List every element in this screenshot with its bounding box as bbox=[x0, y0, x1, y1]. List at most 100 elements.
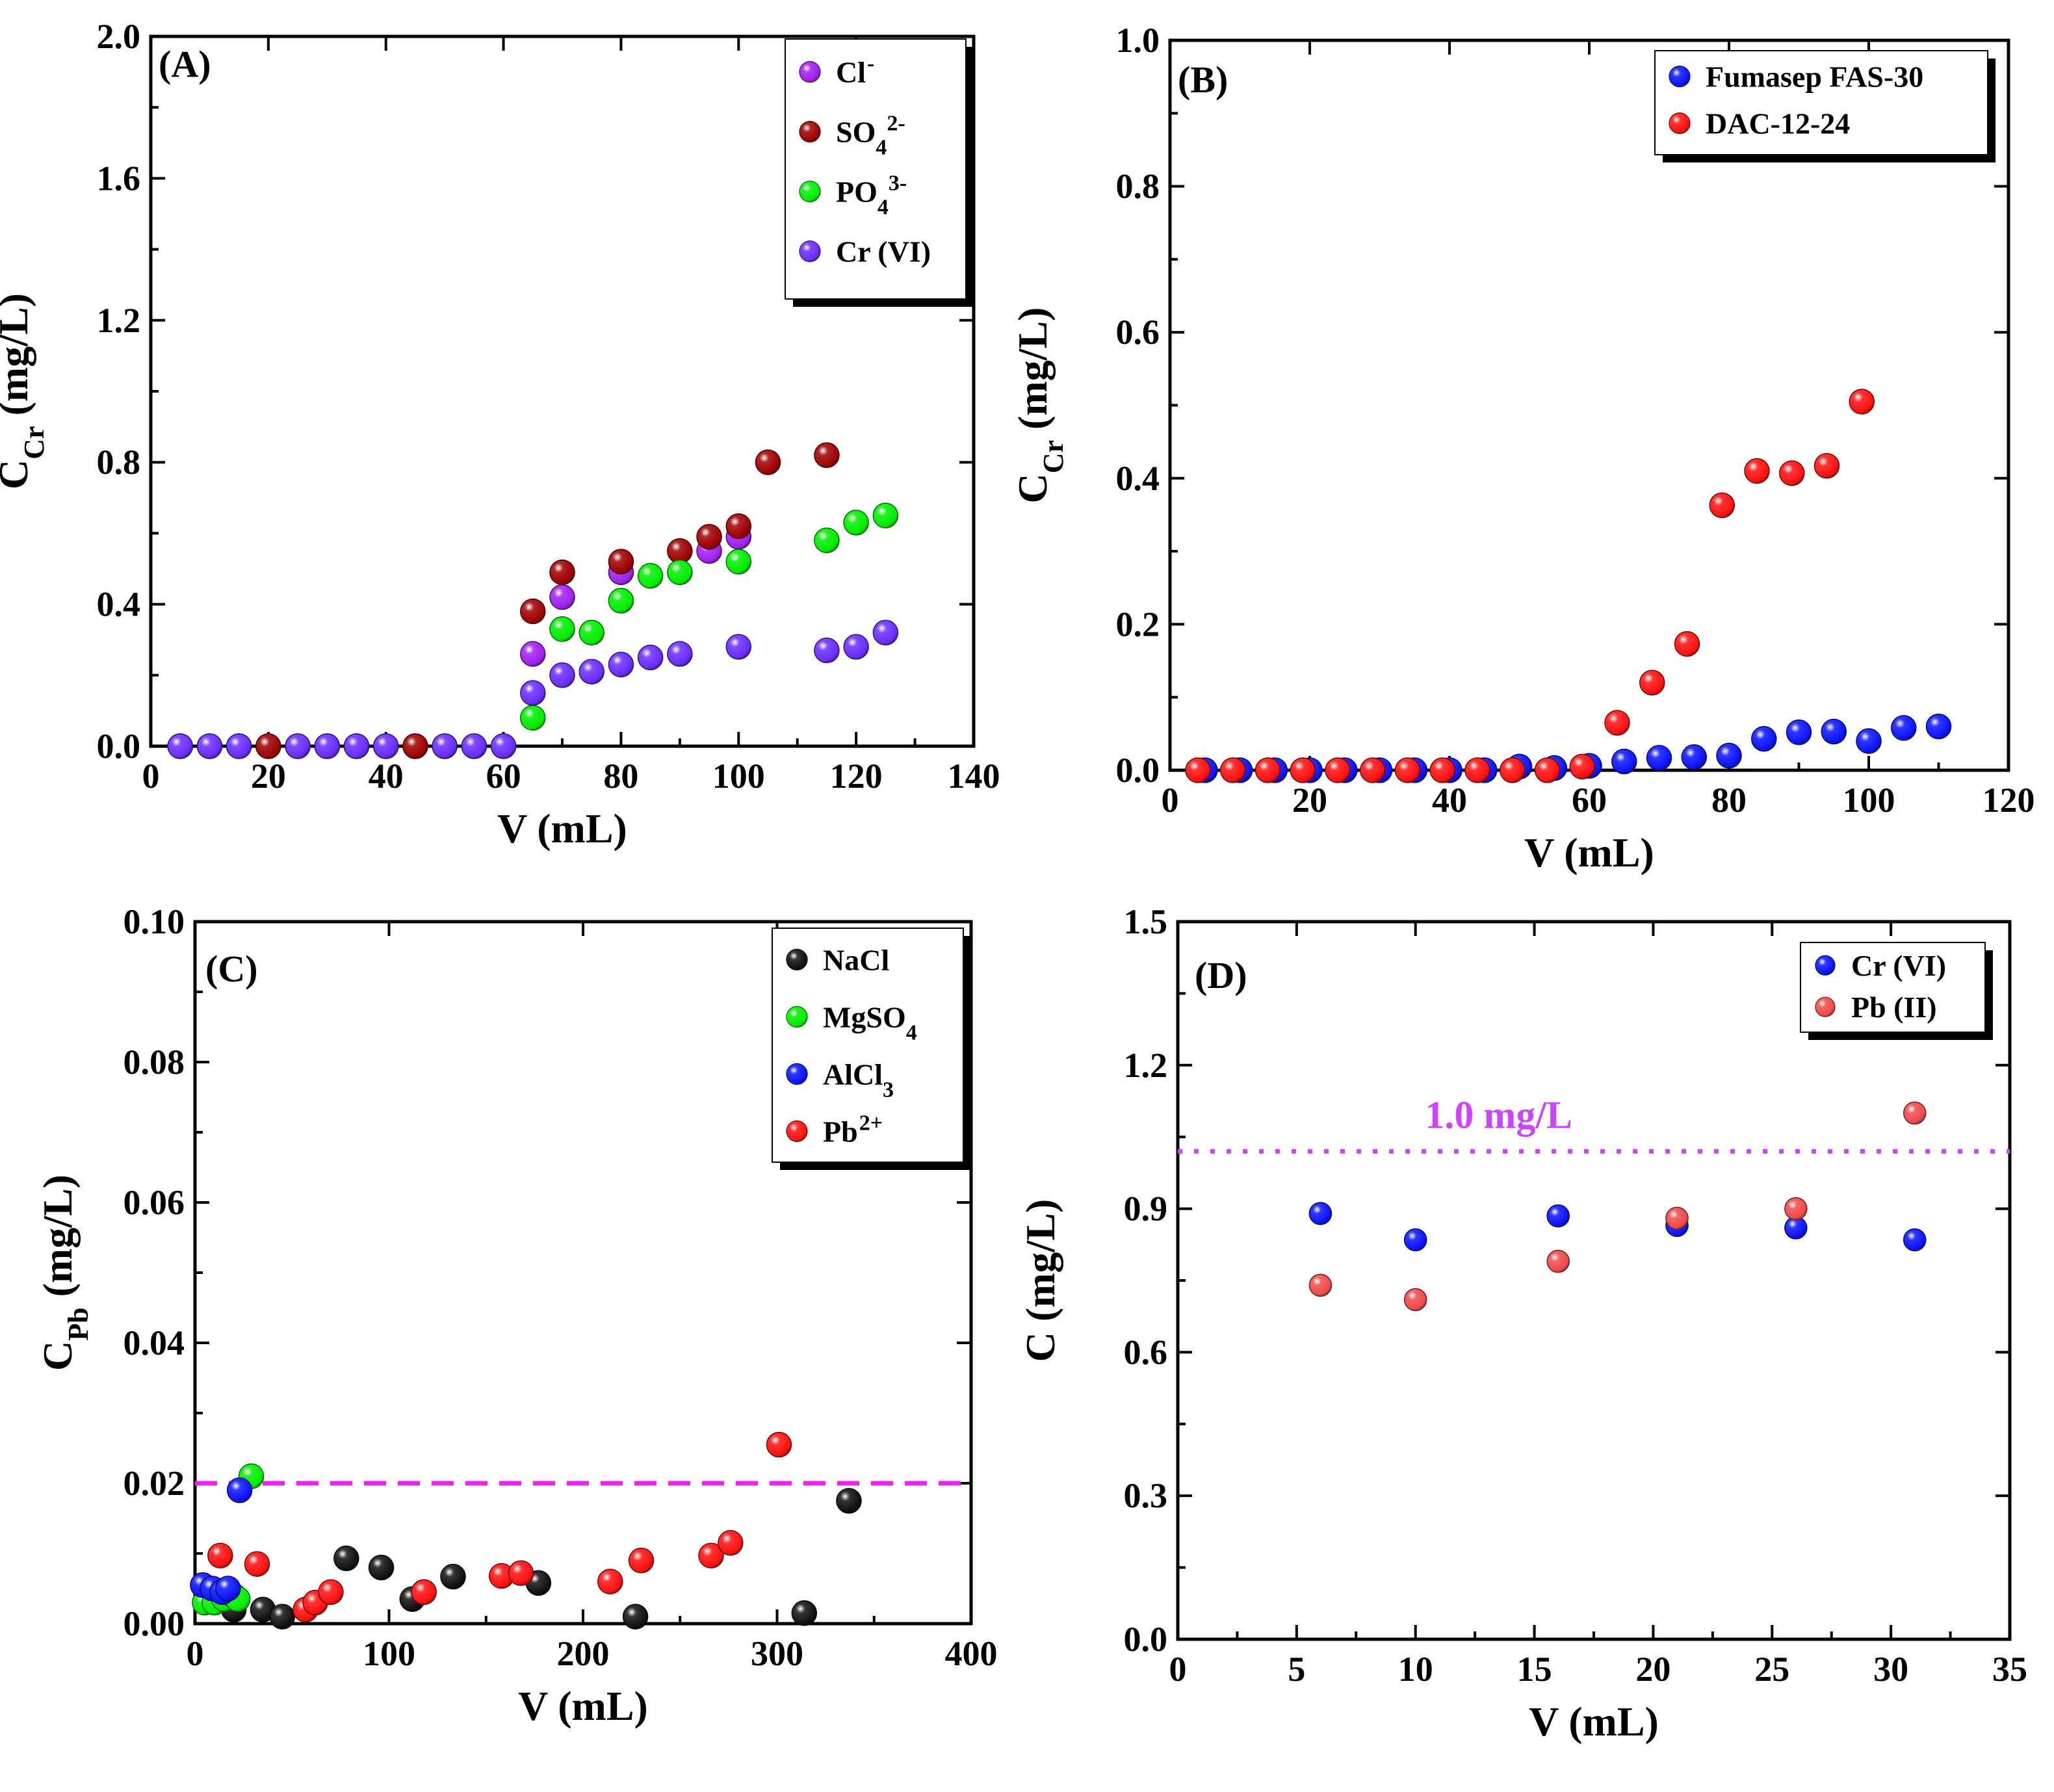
x-tick-label: 200 bbox=[557, 1634, 610, 1673]
data-point bbox=[372, 733, 399, 759]
x-axis-title: V (mL) bbox=[1529, 1698, 1659, 1745]
x-tick-label: 20 bbox=[1635, 1650, 1670, 1689]
x-tick-label: 60 bbox=[1572, 781, 1607, 820]
y-tick-label: 0.00 bbox=[124, 1604, 185, 1643]
data-point bbox=[402, 733, 428, 759]
data-point bbox=[1639, 669, 1665, 695]
data-point bbox=[1546, 1249, 1570, 1273]
data-point bbox=[1674, 630, 1700, 657]
y-tick-label: 0.04 bbox=[124, 1323, 185, 1362]
x-tick-label: 100 bbox=[1843, 781, 1895, 820]
panel-d: 0 5 10 15 20 25 30 35 0.0 0.3 0.6 0.9 1.2 1.5 V (mL) C … bbox=[1017, 902, 2027, 1745]
data-point bbox=[872, 502, 899, 528]
data-point bbox=[1254, 757, 1281, 783]
data-point bbox=[843, 634, 869, 660]
data-point bbox=[725, 634, 752, 660]
data-point bbox=[520, 598, 546, 625]
legend-label: PO43- bbox=[836, 171, 907, 219]
series-2 bbox=[520, 502, 899, 731]
y-tick-label: 0.06 bbox=[124, 1183, 185, 1222]
data-point bbox=[167, 733, 193, 759]
data-point bbox=[520, 641, 546, 667]
x-tick-label: 35 bbox=[1992, 1650, 2027, 1689]
data-point bbox=[1325, 757, 1351, 783]
data-point bbox=[1665, 1206, 1689, 1230]
legend-label: DAC-12-24 bbox=[1706, 107, 1850, 140]
data-point bbox=[549, 616, 575, 642]
x-tick-label: 5 bbox=[1288, 1650, 1305, 1689]
x-axis-title: V (mL) bbox=[1524, 829, 1654, 876]
legend-marker bbox=[799, 121, 821, 143]
series-0 bbox=[167, 524, 752, 759]
legend-label: AlCl3 bbox=[823, 1058, 894, 1102]
data-point bbox=[667, 641, 693, 667]
data-point bbox=[1290, 757, 1316, 783]
data-point bbox=[725, 549, 752, 575]
x-tick-label: 120 bbox=[1982, 781, 2035, 820]
legend-label: MgSO4 bbox=[823, 1000, 917, 1045]
data-point bbox=[1360, 757, 1386, 783]
series-0 bbox=[1308, 1202, 1927, 1252]
y-tick-label: 0.2 bbox=[1116, 604, 1160, 643]
legend-marker bbox=[799, 60, 821, 83]
legend-marker bbox=[799, 181, 821, 203]
data-point bbox=[755, 449, 781, 475]
y-tick-label: 0.6 bbox=[1116, 313, 1160, 352]
data-point bbox=[814, 527, 840, 554]
x-tick-label: 0 bbox=[1169, 1650, 1187, 1689]
data-point bbox=[1185, 757, 1211, 783]
data-point bbox=[843, 510, 869, 536]
data-point bbox=[1925, 713, 1952, 740]
legend-box bbox=[1654, 50, 1988, 155]
y-tick-label: 0.0 bbox=[1116, 751, 1160, 790]
y-tick-label: 0.4 bbox=[97, 585, 141, 624]
data-point bbox=[520, 705, 546, 731]
x-tick-label: 20 bbox=[1292, 781, 1327, 820]
data-point bbox=[549, 662, 575, 688]
data-point bbox=[1500, 757, 1526, 783]
data-point bbox=[549, 559, 575, 586]
data-point bbox=[628, 1548, 655, 1574]
data-point bbox=[255, 733, 281, 759]
series-3 bbox=[167, 619, 899, 759]
data-point bbox=[872, 619, 899, 646]
data-point bbox=[1308, 1202, 1332, 1225]
data-point bbox=[1856, 728, 1882, 754]
y-tick-label: 0.8 bbox=[1116, 167, 1160, 206]
data-point bbox=[608, 651, 634, 678]
x-axis-title: V (mL) bbox=[497, 805, 627, 851]
y-tick-label: 1.2 bbox=[1124, 1046, 1168, 1085]
data-point bbox=[1821, 718, 1847, 745]
data-point bbox=[1464, 757, 1490, 783]
legend-marker bbox=[799, 240, 821, 263]
data-point bbox=[411, 1579, 437, 1605]
data-point bbox=[269, 1604, 296, 1630]
x-tick-label: 30 bbox=[1873, 1650, 1908, 1689]
series-1 bbox=[1185, 389, 1875, 783]
x-tick-label: 100 bbox=[712, 757, 765, 796]
y-tick-label: 1.5 bbox=[1124, 902, 1168, 941]
series-3 bbox=[207, 1431, 792, 1623]
legend-marker bbox=[786, 948, 808, 971]
data-point bbox=[578, 619, 604, 646]
y-axis-title: CCr (mg/L) bbox=[0, 293, 50, 489]
legend-marker bbox=[1815, 996, 1836, 1017]
data-point bbox=[667, 559, 693, 586]
data-point bbox=[333, 1545, 359, 1572]
x-tick-label: 0 bbox=[1162, 781, 1179, 820]
y-tick-label: 0.3 bbox=[1124, 1476, 1168, 1515]
data-point bbox=[1546, 1204, 1570, 1228]
legend-marker bbox=[786, 1120, 808, 1143]
x-tick-label: 0 bbox=[187, 1634, 204, 1673]
y-tick-label: 0.08 bbox=[124, 1043, 185, 1082]
data-point bbox=[1220, 757, 1246, 783]
data-point bbox=[343, 733, 370, 759]
data-point bbox=[698, 1542, 724, 1568]
data-point bbox=[1784, 1197, 1808, 1221]
series-1 bbox=[255, 442, 840, 759]
data-point bbox=[461, 733, 488, 759]
data-point bbox=[490, 733, 517, 759]
x-tick-label: 15 bbox=[1517, 1650, 1552, 1689]
x-tick-label: 300 bbox=[751, 1634, 803, 1673]
x-tick-label: 40 bbox=[369, 757, 404, 796]
